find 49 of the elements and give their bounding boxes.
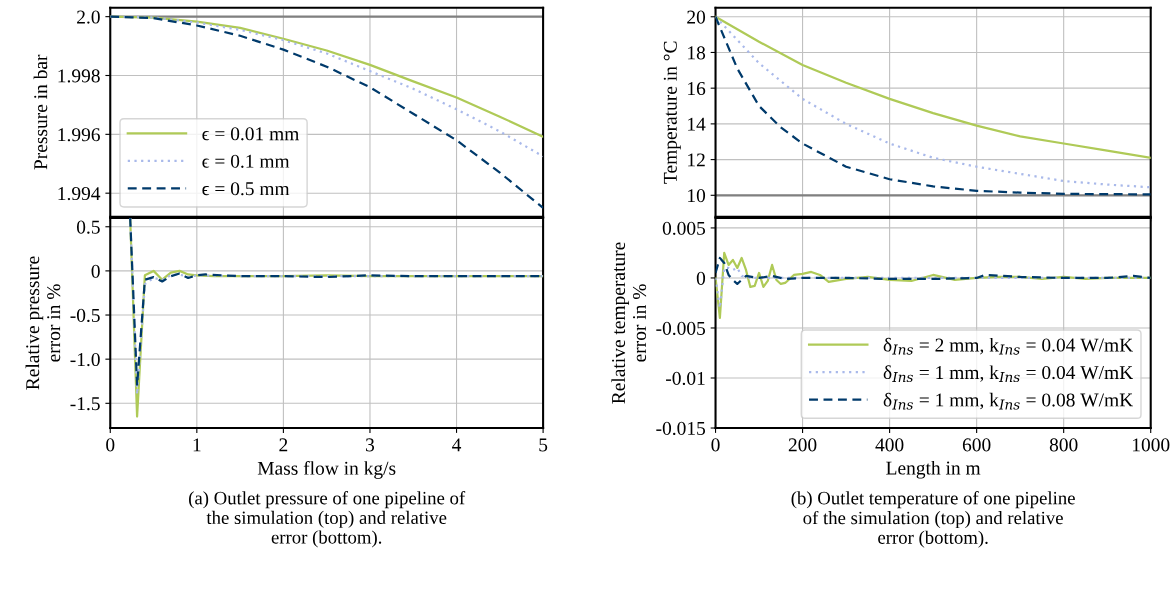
y-axis-title: Temperature in °C <box>663 41 681 184</box>
text: (a) Outlet pressure of one pipeline of the simulation (top) and relative error (bottom). <box>189 491 466 548</box>
legend-label: ϵ = 0.01 mm <box>202 127 300 141</box>
y-tick-label: -1.0 <box>70 352 100 367</box>
y-tick-label: -1.5 <box>70 397 100 411</box>
y-tick-label: 1.994 <box>58 187 101 201</box>
legend-label: δ$_{Ins}$ = 1 mm, k$_{Ins}$ = 0.04 W/mK <box>883 365 1134 383</box>
legend-label: ϵ = 0.1 mm <box>202 154 290 168</box>
x-tick-label: 1000 <box>1132 438 1170 452</box>
x-tick-label: 400 <box>875 438 904 452</box>
y-axis-title: Relative temperature error in % <box>611 242 647 404</box>
legend-label: δ$_{Ins}$ = 1 mm, k$_{Ins}$ = 0.08 W/mK <box>883 392 1134 410</box>
y-tick-label: -0.015 <box>656 421 706 436</box>
y-tick-label: -0.5 <box>70 308 100 323</box>
x-tick-label: 4 <box>452 438 462 452</box>
line-series <box>715 256 1151 286</box>
y-tick-label: 0 <box>696 271 706 285</box>
line-series <box>715 15 1151 159</box>
x-tick-label: 1 <box>193 438 201 452</box>
y-tick-label: 10 <box>688 189 706 203</box>
legend-label: δ$_{Ins}$ = 2 mm, k$_{Ins}$ = 0.04 W/mK <box>883 337 1134 355</box>
x-tick-label: 600 <box>962 438 991 452</box>
y-tick-label: 18 <box>688 46 706 60</box>
y-tick-label: 1.996 <box>58 128 100 142</box>
x-tick-label: 0 <box>106 438 115 452</box>
legend-label: ϵ = 0.5 mm <box>202 182 290 196</box>
y-tick-label: 14 <box>688 117 706 131</box>
y-tick-label: -0.005 <box>656 321 706 335</box>
x-tick-label: 200 <box>788 438 817 452</box>
line-series <box>110 15 544 209</box>
x-tick-label: 800 <box>1049 438 1078 452</box>
x-axis-title: Length in m <box>886 460 981 479</box>
y-tick-label: 16 <box>688 82 706 96</box>
y-tick-label: 2.0 <box>77 10 100 24</box>
y-tick-label: 20 <box>687 10 706 24</box>
y-tick-label: 1.998 <box>58 69 100 83</box>
y-axis-title: Relative pressure error in % <box>25 256 61 390</box>
y-tick-label: -0.01 <box>666 371 705 386</box>
y-tick-label: 0.005 <box>662 221 706 235</box>
y-axis-title: Pressure in bar <box>33 54 48 170</box>
x-tick-label: 0 <box>711 438 720 452</box>
x-axis-title: Mass flow in kg/s <box>257 460 396 479</box>
x-tick-label: 2 <box>279 438 288 452</box>
y-tick-label: 0.5 <box>76 220 100 234</box>
text: (b) Outlet temperature of one pipeline of the simulation (top) and relative error (bottom). <box>791 491 1075 548</box>
x-tick-label: 3 <box>366 438 375 452</box>
y-tick-label: 12 <box>688 153 705 167</box>
x-tick-label: 5 <box>539 438 548 452</box>
y-tick-label: 0 <box>91 264 100 278</box>
